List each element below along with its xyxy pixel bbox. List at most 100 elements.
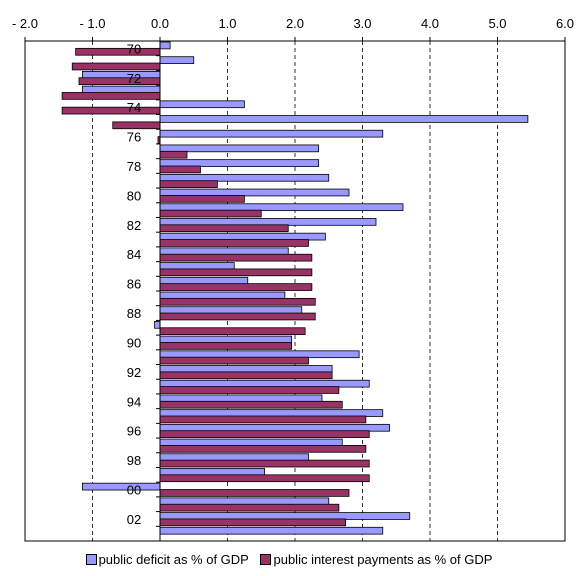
x-tick-label: - 1.0 [79,16,105,31]
x-tick-label: 2.0 [286,16,304,31]
bar-interest-98 [159,459,370,468]
y-tick-label: 86 [127,277,141,292]
y-tick-label: 84 [127,247,141,262]
bar-deficit-00 [81,482,161,491]
bar-interest-97 [159,445,367,453]
x-tick-label: 4.0 [421,16,439,31]
bar-interest-70 [75,47,161,56]
bar-deficit-99 [159,468,266,476]
bar-deficit-88 [159,306,303,314]
y-tick-label: 70 [127,41,141,56]
bar-deficit-01 [159,497,330,506]
x-tick-label: 0.0 [151,16,169,31]
axes [24,37,566,542]
bar-interest-71 [71,62,161,71]
y-tick-label: 02 [127,512,141,527]
bar-deficit-03 [159,526,384,535]
y-tick-label: 88 [127,306,141,321]
bar-interest-93 [159,386,340,394]
bar-interest-79 [159,180,218,188]
bar-interest-82 [159,224,289,233]
bar-interest-00 [159,489,350,497]
bar-deficit-96 [159,423,390,432]
legend-swatch-interest [260,554,272,565]
bar-deficit-79 [159,173,330,182]
bar-interest-92 [159,371,333,380]
bar-interest-83 [159,239,309,247]
y-tick-label: 82 [127,218,141,233]
bar-interest-73 [61,92,161,100]
bar-deficit-74 [159,100,245,109]
bar-interest-02 [159,518,347,527]
y-tick-label: 92 [127,365,141,380]
x-tick-label: 5.0 [488,16,506,31]
y-tick-label: 90 [127,335,141,350]
bar-deficit-89 [154,321,161,329]
y-tick-label: 74 [127,100,141,115]
bar-interest-81 [159,209,262,218]
x-tick-label: 3.0 [353,16,371,31]
bar-deficit-73 [81,85,161,94]
bar-deficit-78 [159,159,320,167]
bar-interest-80 [159,195,245,203]
bar-interest-84 [159,253,313,262]
y-tick-label: 94 [127,394,141,409]
bar-interest-01 [159,503,340,512]
x-tick-label: 1.0 [218,16,236,31]
legend-item-deficit: public deficit as % of GDP [85,552,249,567]
bar-deficit-80 [159,188,350,197]
bar-deficit-95 [159,409,384,417]
bar-deficit-94 [159,394,323,403]
bar-deficit-72 [81,71,161,79]
bar-deficit-82 [159,218,377,226]
y-tick-label: 00 [127,483,141,498]
bar-interest-72 [78,77,161,86]
bar-deficit-70 [159,41,171,50]
bar-interest-74 [61,106,161,115]
bar-interest-87 [159,297,316,306]
bar-interest-88 [159,312,316,321]
bar-deficit-93 [159,379,370,388]
legend-item-interest: public interest payments as % of GDP [260,552,492,567]
bar-deficit-83 [159,232,326,241]
bar-deficit-81 [159,203,404,212]
x-tick-label: 6.0 [556,16,574,31]
bar-deficit-75 [159,115,529,123]
bar-interest-90 [159,342,293,350]
bar-interest-75 [112,121,161,130]
bar-deficit-76 [159,129,384,138]
tick-labels: - 2.0 - 1.0 0.0 1.0 2.0 3.0 4.0 5.0 6.0 70 72 74 76 7… [12,16,574,527]
y-tick-label: 72 [127,71,141,86]
bar-deficit-98 [159,453,309,462]
y-tick-label: 96 [127,424,141,439]
bar-deficit-97 [159,438,343,447]
bar-deficit-77 [159,144,320,153]
bar-deficit-92 [159,365,333,373]
bar-deficit-71 [159,56,195,64]
bar-interest-86 [159,283,313,291]
bar-deficit-90 [159,335,293,344]
bar-interest-78 [159,165,201,174]
bar-interest-85 [159,268,313,277]
bar-interest-94 [159,400,343,409]
bar-chart: - 2.0 - 1.0 0.0 1.0 2.0 3.0 4.0 5.0 6.0 70 72 74 76 7… [12,16,574,542]
y-tick-label: 76 [127,130,141,145]
bar-interest-95 [159,415,367,424]
bar-interest-96 [159,430,370,438]
bar-deficit-84 [159,247,289,256]
bar-deficit-02 [159,512,411,520]
y-tick-label: 80 [127,188,141,203]
bar-deficit-85 [159,262,235,270]
bar-interest-77 [159,150,188,159]
x-tick-label: - 2.0 [12,16,38,31]
bar-interest-89 [159,327,306,336]
bar-deficit-87 [159,291,286,300]
legend-label-deficit: public deficit as % of GDP [98,552,249,567]
legend-swatch-deficit [85,554,97,565]
bar-deficit-91 [159,350,360,359]
y-tick-label: 98 [127,453,141,468]
y-tick-label: 78 [127,159,141,174]
legend-label-interest: public interest payments as % of GDP [273,552,493,567]
bar-interest-99 [159,474,370,483]
bar-interest-91 [159,356,309,365]
